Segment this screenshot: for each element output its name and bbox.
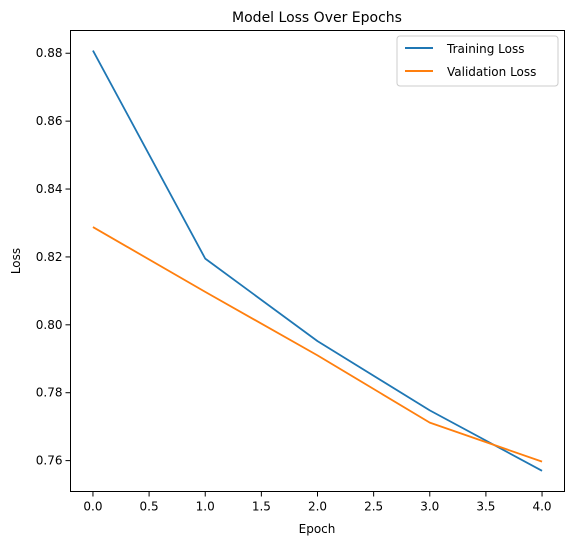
legend: Training Loss Validation Loss [396, 35, 559, 87]
series-lines [92, 50, 543, 472]
series-line-validation-loss [92, 226, 543, 463]
y-tick-label: 0.86 [36, 114, 63, 128]
x-tick-label: 0.5 [140, 500, 159, 514]
y-tick-label: 0.80 [36, 318, 63, 332]
legend-box [396, 35, 559, 87]
x-tick-label: 1.5 [252, 500, 271, 514]
x-tick-label: 3.0 [420, 500, 439, 514]
series-line-training-loss [92, 50, 543, 472]
x-tick-label: 4.0 [532, 500, 551, 514]
legend-label-training-loss: Training Loss [446, 42, 524, 56]
x-tick-label: 0.0 [83, 500, 102, 514]
chart-title: Model Loss Over Epochs [232, 10, 402, 26]
y-tick-label: 0.84 [36, 182, 63, 196]
x-tick-label: 3.5 [476, 500, 495, 514]
y-tick-label: 0.78 [36, 386, 63, 400]
x-tick-label: 2.0 [308, 500, 327, 514]
y-tick-label: 0.88 [36, 46, 63, 60]
plot-area: 0.0 0.5 1.0 1.5 2.0 2.5 3.0 3.5 4.0 0.76 0.78 0.80… [36, 30, 565, 514]
y-tick-label: 0.76 [36, 454, 63, 468]
legend-label-validation-loss: Validation Loss [447, 65, 536, 79]
x-tick-label: 1.0 [196, 500, 215, 514]
y-axis-ticks: 0.76 0.78 0.80 0.82 0.84 0.86 0.88 [36, 46, 71, 468]
x-axis-label: Epoch [299, 522, 336, 536]
x-axis-ticks: 0.0 0.5 1.0 1.5 2.0 2.5 3.0 3.5 4.0 [83, 491, 552, 514]
y-axis-label: Loss [9, 248, 23, 274]
y-tick-label: 0.82 [36, 250, 63, 264]
plot-frame [70, 30, 565, 492]
x-tick-label: 2.5 [364, 500, 383, 514]
